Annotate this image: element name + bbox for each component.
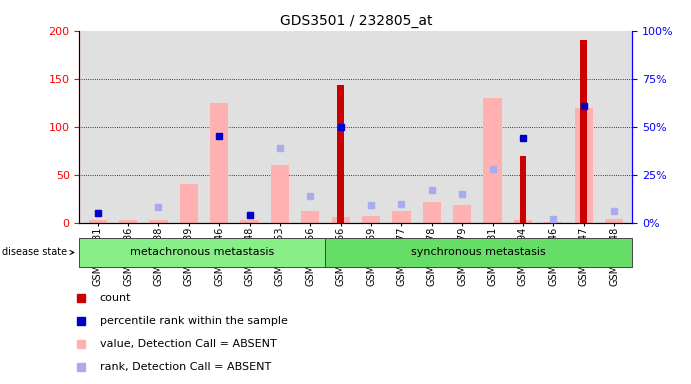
Text: synchronous metastasis: synchronous metastasis [411,247,546,258]
Bar [240,220,258,223]
Text: metachronous metastasis: metachronous metastasis [130,247,274,258]
Title: GDS3501 / 232805_at: GDS3501 / 232805_at [280,14,432,28]
Bar [423,202,441,223]
Bar [520,156,526,223]
Bar [149,220,167,223]
Bar [453,205,471,223]
Bar [337,86,344,223]
Bar [514,220,532,223]
Bar [545,222,562,223]
Text: count: count [100,293,131,303]
Bar [362,216,380,223]
Bar [325,238,632,267]
Bar [484,98,502,223]
Bar [332,217,350,223]
Bar [271,165,289,223]
Bar [580,40,587,223]
Bar [574,108,593,223]
Bar [79,238,325,267]
Text: percentile rank within the sample: percentile rank within the sample [100,316,287,326]
Bar [210,103,228,223]
Text: value, Detection Call = ABSENT: value, Detection Call = ABSENT [100,339,276,349]
Bar [605,219,623,223]
Text: disease state: disease state [1,247,74,258]
Bar [301,211,319,223]
Bar [88,220,107,223]
Bar [119,220,138,223]
Bar [180,184,198,223]
Bar [392,211,410,223]
Text: rank, Detection Call = ABSENT: rank, Detection Call = ABSENT [100,362,271,372]
